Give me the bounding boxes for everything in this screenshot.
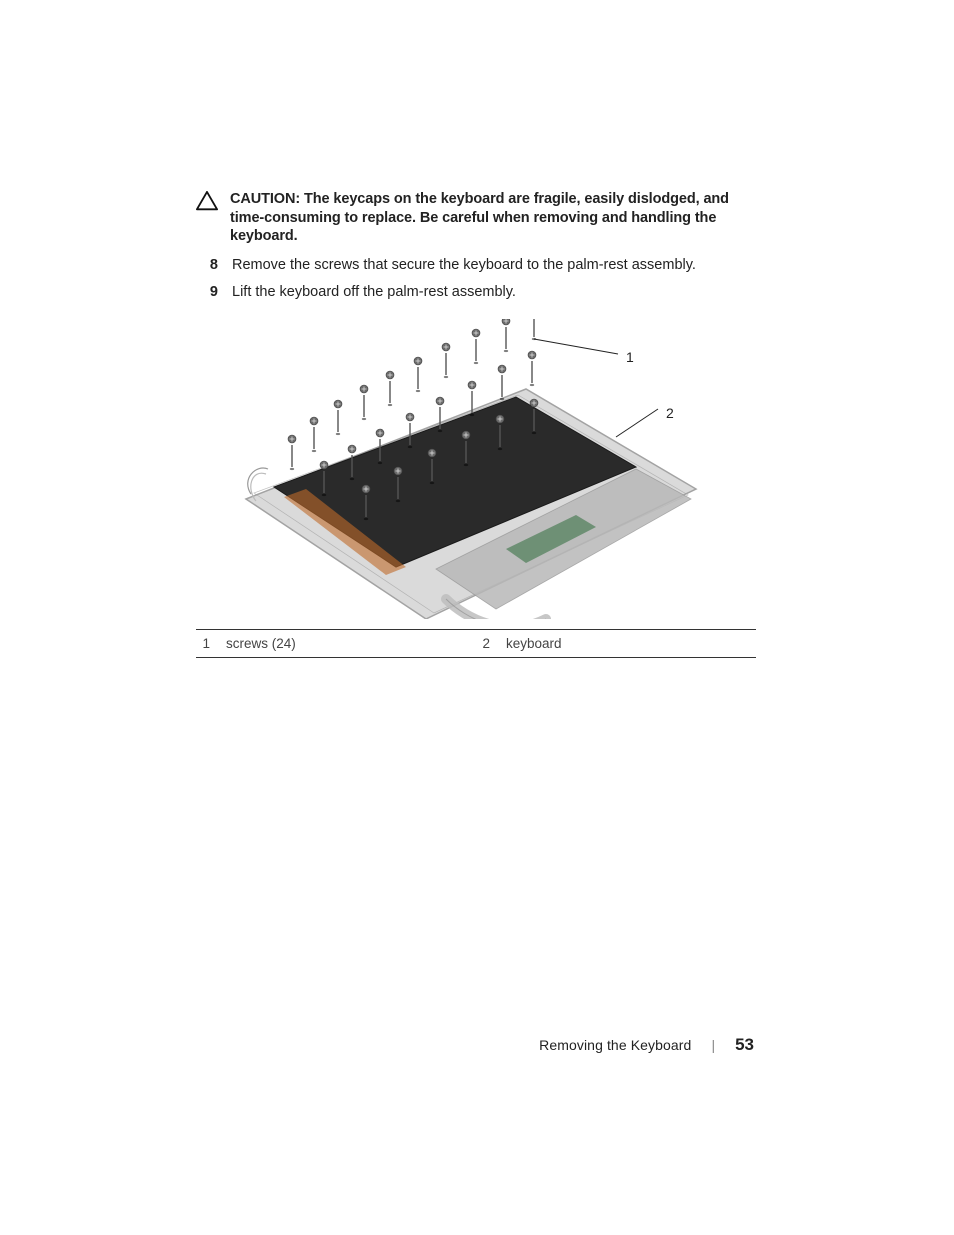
caution-icon — [196, 191, 218, 211]
callout-label: 2 — [666, 405, 674, 421]
footer-separator: | — [711, 1037, 715, 1053]
step-number: 8 — [200, 256, 218, 276]
legend-item: 1 screws (24) — [196, 636, 476, 651]
callout-label: 1 — [626, 349, 634, 365]
step-text: Remove the screws that secure the keyboa… — [232, 256, 756, 276]
legend-item: 2 keyboard — [476, 636, 756, 651]
content-block: CAUTION: The keycaps on the keyboard are… — [196, 190, 756, 658]
figure-legend: 1 screws (24) 2 keyboard — [196, 629, 756, 658]
legend-number: 1 — [196, 636, 210, 651]
caution-text: CAUTION: The keycaps on the keyboard are… — [230, 190, 756, 246]
step-number: 9 — [200, 283, 218, 303]
step-item: 8 Remove the screws that secure the keyb… — [200, 256, 756, 276]
page: CAUTION: The keycaps on the keyboard are… — [0, 0, 954, 1235]
legend-label: keyboard — [506, 636, 562, 651]
caution-block: CAUTION: The keycaps on the keyboard are… — [196, 190, 756, 246]
page-footer: Removing the Keyboard | 53 — [539, 1035, 754, 1055]
footer-section-title: Removing the Keyboard — [539, 1037, 691, 1053]
legend-label: screws (24) — [226, 636, 296, 651]
footer-page-number: 53 — [735, 1035, 754, 1055]
step-text: Lift the keyboard off the palm-rest asse… — [232, 283, 756, 303]
steps-list: 8 Remove the screws that secure the keyb… — [200, 256, 756, 303]
figure: 1 2 — [196, 319, 756, 619]
step-item: 9 Lift the keyboard off the palm-rest as… — [200, 283, 756, 303]
figure-svg — [196, 319, 756, 619]
legend-number: 2 — [476, 636, 490, 651]
